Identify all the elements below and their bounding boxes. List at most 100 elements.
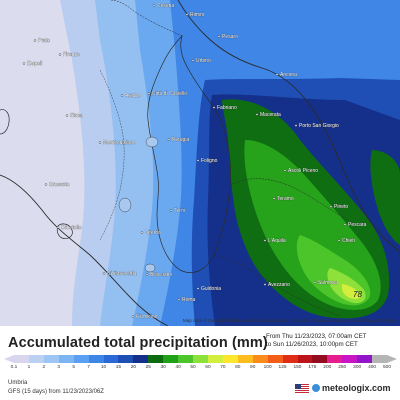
city-dot xyxy=(283,169,287,172)
region-name: Umbria xyxy=(8,380,28,386)
city-label: Cesena xyxy=(157,3,174,9)
city-dot xyxy=(169,209,173,212)
city-label: Teramo xyxy=(277,196,294,202)
city-label: Sulmona xyxy=(318,280,338,286)
forecast-period-end: to Sun 11/26/2023, 10:00pm CET xyxy=(266,340,358,348)
city-markers: Cesena Rimini Pesaro Urbino Ancona Prato Firen… xyxy=(22,3,367,320)
legend-swatch xyxy=(327,355,343,363)
city-dot xyxy=(152,4,156,7)
city-label: Guidonia xyxy=(201,286,221,292)
legend-tick-label: 50 xyxy=(190,365,196,370)
city-dot xyxy=(263,283,267,286)
legend-color-scale xyxy=(14,355,388,363)
city-dot xyxy=(294,124,298,127)
legend-swatch xyxy=(237,355,253,363)
legend-swatch xyxy=(58,355,74,363)
city-dot xyxy=(140,231,144,234)
city-dot xyxy=(275,73,279,76)
legend-tick-label: 90 xyxy=(250,365,256,370)
city-label: Pesaro xyxy=(222,34,238,40)
city-dot xyxy=(191,59,195,62)
legend-arrow-left-icon xyxy=(4,355,14,363)
legend-tick-label: 300 xyxy=(353,365,362,370)
city-label: Viterbo xyxy=(145,230,161,236)
legend-swatch xyxy=(118,355,134,363)
legend-swatch xyxy=(148,355,164,363)
legend-tick-label: 7 xyxy=(87,365,90,370)
map-attribution: Map data © OpenStreetMap contributors, r… xyxy=(182,318,396,323)
city-label: Porto San Giorgio xyxy=(299,123,339,129)
legend-swatch xyxy=(193,355,208,363)
legend-swatch xyxy=(178,355,194,363)
legend-tick-label: 80 xyxy=(235,365,241,370)
city-label: Terni xyxy=(174,208,185,214)
city-label: Firenze xyxy=(63,52,80,58)
city-dot xyxy=(212,106,216,109)
peak-value-label: 78 xyxy=(353,290,362,299)
legend-tick-label: 0.1 xyxy=(10,365,18,370)
city-dot xyxy=(147,92,151,95)
city-dot xyxy=(120,94,124,97)
legend-tick-label: 1 xyxy=(27,365,31,370)
forecast-period: From Thu 11/23/2023, 07:00am CET to Sun … xyxy=(266,333,394,348)
city-dot xyxy=(263,239,267,242)
city-dot xyxy=(196,287,200,290)
legend-swatch xyxy=(222,355,238,363)
city-dot xyxy=(185,13,189,16)
argentario-outline xyxy=(56,223,73,239)
city-label: Foligno xyxy=(201,158,218,164)
legend-tick-label: 20 xyxy=(130,365,137,370)
lake-bracciano xyxy=(144,263,156,273)
legend-tick-label: 10 xyxy=(100,365,107,370)
legend-swatch xyxy=(163,355,179,363)
legend-tick-label: 150 xyxy=(293,365,302,370)
adriatic-coastline xyxy=(177,0,400,253)
city-label: Siena xyxy=(70,113,83,119)
city-label: Urbino xyxy=(196,58,211,64)
legend-swatch xyxy=(342,355,358,363)
precipitation-map[interactable]: Cesena Rimini Pesaro Urbino Ancona Prato Firen… xyxy=(0,0,400,326)
city-label: Montepulciano xyxy=(103,140,136,146)
legend-arrow-right-icon xyxy=(387,355,397,363)
city-dot xyxy=(343,223,347,226)
city-label: Fabriano xyxy=(217,105,237,111)
lake-trasimeno xyxy=(145,136,159,148)
legend-tick-label: 100 xyxy=(263,365,272,370)
legend-swatch xyxy=(103,355,119,363)
city-dot xyxy=(329,205,333,208)
city-label: Pineto xyxy=(334,204,348,210)
city-dot xyxy=(44,183,48,186)
us-flag-icon[interactable] xyxy=(295,384,309,393)
city-label: Perugia xyxy=(172,137,189,143)
legend-tick-label: 500 xyxy=(382,365,392,370)
island-outline xyxy=(0,109,10,135)
legend-tick-label: 250 xyxy=(338,365,347,370)
brand-logo[interactable]: meteologix.com xyxy=(312,383,391,393)
city-dot xyxy=(337,239,341,242)
city-label: Grosseto xyxy=(49,182,70,188)
legend-tick-label: 400 xyxy=(368,365,377,370)
city-label: Prato xyxy=(38,38,50,44)
legend-swatch xyxy=(282,355,298,363)
legend-swatch xyxy=(357,355,373,363)
city-dot xyxy=(145,273,149,276)
city-dot xyxy=(65,114,69,117)
legend-tick-label: 3 xyxy=(57,365,61,370)
city-dot xyxy=(56,226,60,229)
legend-swatch xyxy=(297,355,313,363)
city-label: Rimini xyxy=(190,12,204,18)
city-label: Arezzo xyxy=(125,93,141,99)
regional-boundary xyxy=(229,178,349,221)
regional-boundary xyxy=(109,0,183,37)
forecast-period-start: From Thu 11/23/2023, 07:00am CET xyxy=(266,333,367,340)
legend-tick-label: 70 xyxy=(220,365,226,370)
city-label: Bracciano xyxy=(150,272,172,278)
region-border xyxy=(147,34,231,273)
city-label: Orbetello xyxy=(61,225,82,231)
city-dot xyxy=(272,197,276,200)
city-label: Città di Castello xyxy=(152,91,187,97)
city-label: Fiumicino xyxy=(136,314,158,320)
city-dot xyxy=(196,159,200,162)
city-label: L'Aquila xyxy=(268,238,286,244)
legend-tick-label: 5 xyxy=(72,365,76,370)
